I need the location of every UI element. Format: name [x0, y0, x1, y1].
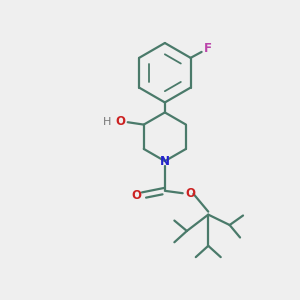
Text: O: O: [185, 187, 195, 200]
Text: H: H: [103, 117, 111, 127]
Text: N: N: [160, 154, 170, 168]
Text: F: F: [203, 42, 211, 55]
Text: O: O: [131, 189, 141, 203]
Text: O: O: [115, 115, 125, 128]
